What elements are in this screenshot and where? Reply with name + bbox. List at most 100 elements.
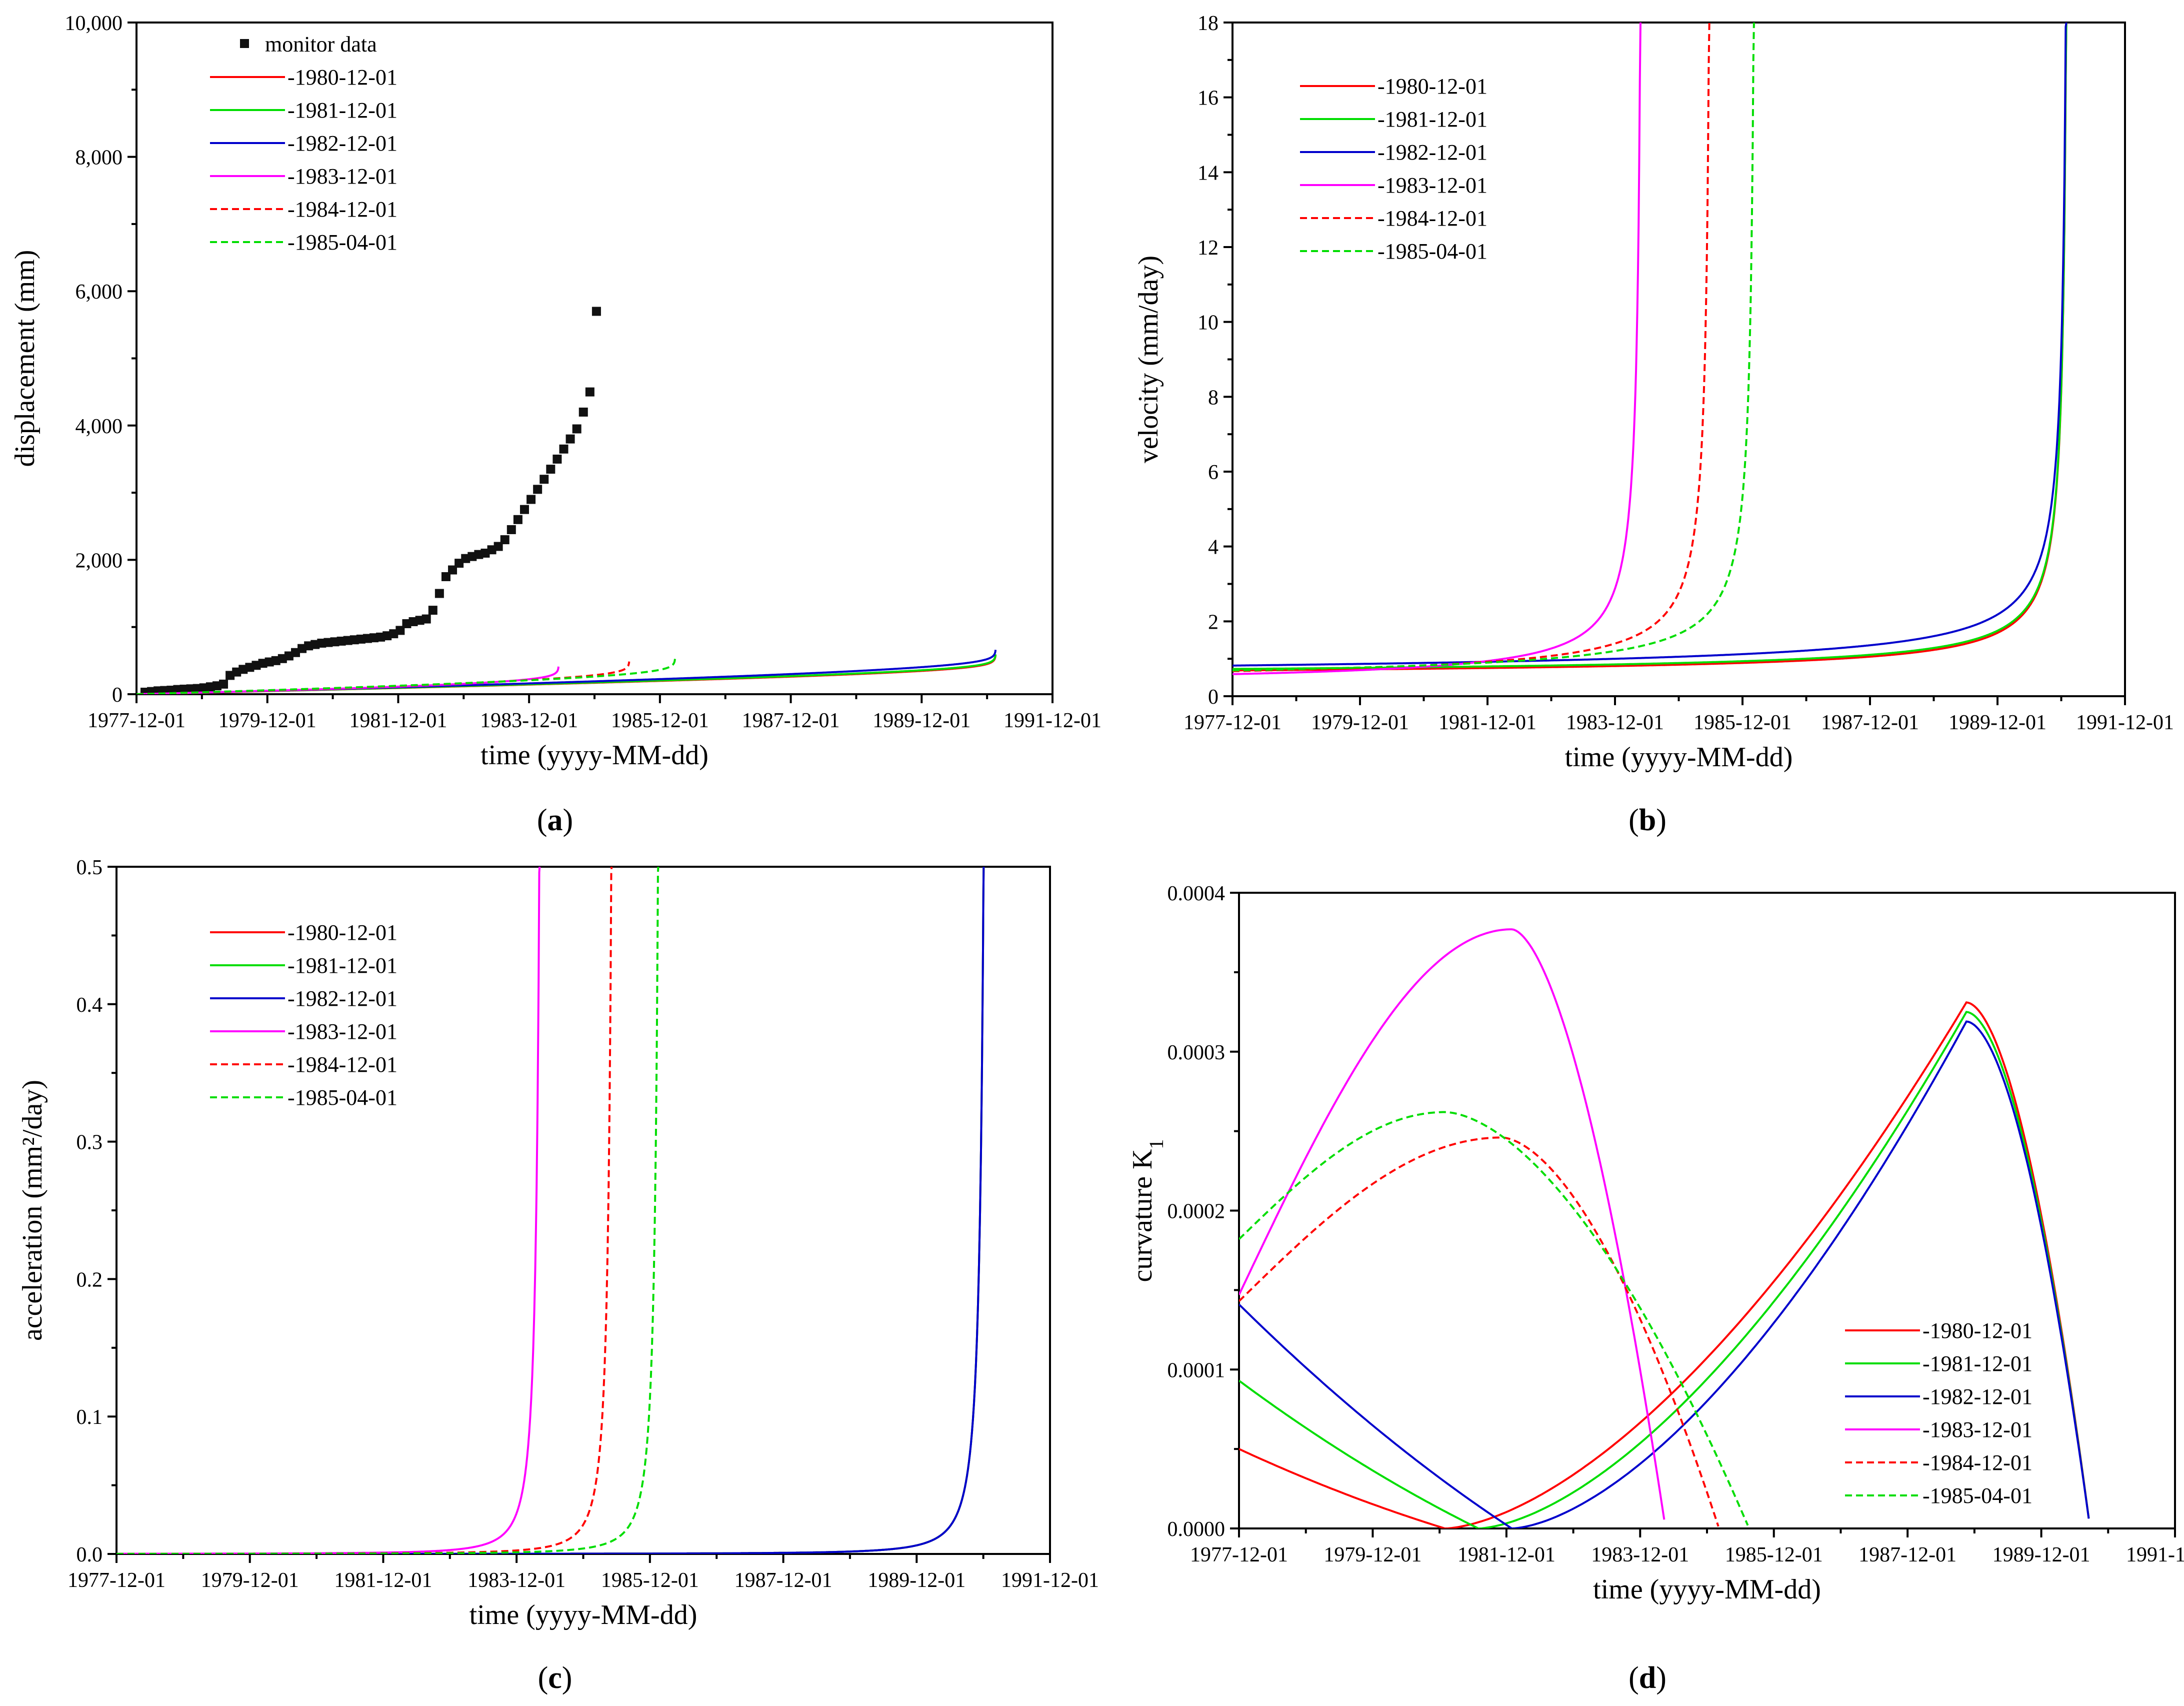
x-tick-label: 1983-12-01	[468, 1569, 566, 1592]
y-tick-label: 2,000	[76, 549, 123, 572]
y-tick-label: 0.0004	[1168, 882, 1226, 905]
plot-frame	[116, 866, 1051, 1555]
y-axis-label: displacement (mm)	[10, 250, 40, 467]
y-tick-label: 0.0003	[1168, 1041, 1226, 1064]
series-line	[116, 866, 660, 1554]
y-axis-label: curvature K1	[1127, 1139, 1168, 1282]
monitor-data-point	[422, 614, 431, 624]
legend-label: -1981-12-01	[1378, 107, 1488, 132]
panel-caption-c: (c)	[538, 1661, 572, 1695]
monitor-data-point	[546, 465, 556, 474]
monitor-data-point	[533, 485, 542, 494]
series-group	[116, 866, 985, 1554]
legend-label: -1981-12-01	[288, 98, 398, 123]
monitor-data-point	[572, 424, 582, 434]
panel-d-curvature: 1977-12-01 1979-12-01 1981-12-01 1983-12-01…	[1127, 882, 2184, 1605]
series-line	[116, 866, 985, 1554]
x-tick-label: 1991-12-01	[1001, 1569, 1099, 1592]
legend-label: -1985-04-01	[1922, 1483, 2032, 1508]
x-tick-label: 1987-12-01	[734, 1569, 832, 1592]
monitor-data-point	[513, 515, 522, 524]
y-tick-label: 14	[1198, 162, 1218, 185]
series-line	[116, 866, 985, 1554]
series-line	[1239, 1011, 2090, 1528]
x-tick-label: 1987-12-01	[1821, 711, 1919, 734]
monitor-data-point	[552, 454, 562, 464]
y-tick-label: 8,000	[76, 147, 123, 170]
legend-label: -1981-12-01	[1922, 1351, 2032, 1376]
monitor-data-point	[506, 525, 516, 534]
x-axis-label: time (yyyy-MM-dd)	[480, 740, 708, 771]
legend-label: -1982-12-01	[1378, 140, 1488, 165]
y-axis-label: acceleration (mm²/day)	[17, 1080, 48, 1341]
series-group	[1232, 22, 2068, 675]
monitor-data-point	[520, 505, 529, 514]
x-tick-label: 1989-12-01	[1992, 1543, 2090, 1566]
series-line	[1239, 1020, 2090, 1528]
legend-label: -1981-12-01	[288, 953, 398, 978]
legend-label: -1984-12-01	[288, 1052, 398, 1077]
y-tick-label: 0.1	[76, 1406, 103, 1429]
plot-frame	[1232, 22, 2126, 697]
series-line	[1239, 1111, 1749, 1526]
monitor-data-point	[585, 387, 594, 397]
y-tick-label: 0.4	[76, 994, 103, 1017]
monitor-data-point	[566, 434, 575, 444]
x-tick-label: 1979-12-01	[201, 1569, 299, 1592]
legend-label: -1983-12-01	[1922, 1417, 2032, 1442]
monitor-data-point	[592, 307, 601, 316]
x-tick-label: 1979-12-01	[1311, 711, 1409, 734]
legend-label: -1984-12-01	[1922, 1450, 2032, 1475]
legend-label: -1982-12-01	[288, 986, 398, 1011]
monitor-data-point	[540, 475, 549, 484]
y-tick-label: 8	[1208, 386, 1218, 409]
legend-label: -1984-12-01	[288, 197, 398, 222]
x-tick-label: 1983-12-01	[1591, 1543, 1689, 1566]
legend-label: -1983-12-01	[288, 164, 398, 189]
y-tick-label: 0.0002	[1168, 1200, 1226, 1223]
y-axis-label: velocity (mm/day)	[1133, 256, 1164, 463]
series-group	[1239, 928, 2090, 1528]
legend-label: monitor data	[265, 32, 377, 57]
y-tick-label: 0.5	[76, 856, 103, 879]
series-line	[1232, 22, 2068, 667]
y-tick-label: 18	[1198, 12, 1218, 35]
x-tick-label: 1991-12-01	[2076, 711, 2174, 734]
y-tick-label: 0.0001	[1168, 1359, 1226, 1382]
monitor-data-point	[428, 606, 438, 615]
y-axis-label-subscript: 1	[1145, 1139, 1168, 1149]
x-tick-label: 1989-12-01	[1948, 711, 2046, 734]
legend-label: -1982-12-01	[288, 131, 398, 156]
x-tick-label: 1979-12-01	[1324, 1543, 1422, 1566]
x-tick-label: 1991-12-01	[2126, 1543, 2184, 1566]
y-tick-label: 0	[1208, 686, 1218, 709]
x-tick-label: 1989-12-01	[868, 1569, 966, 1592]
legend-label: -1980-12-01	[1378, 74, 1488, 99]
y-tick-label: 4,000	[76, 415, 123, 438]
x-tick-label: 1977-12-01	[88, 709, 186, 732]
x-tick-label: 1977-12-01	[1190, 1543, 1288, 1566]
legend-label: -1980-12-01	[288, 920, 398, 945]
monitor-data-point	[219, 679, 228, 689]
x-tick-label: 1983-12-01	[1566, 711, 1664, 734]
legend-label: -1985-04-01	[288, 230, 398, 255]
x-axis-label: time (yyyy-MM-dd)	[470, 1599, 698, 1630]
x-tick-label: 1985-12-01	[601, 1569, 699, 1592]
series-group	[136, 307, 997, 694]
series-line	[1232, 22, 2068, 670]
y-tick-label: 10,000	[65, 12, 123, 35]
legend-label: -1980-12-01	[288, 65, 398, 90]
y-tick-label: 12	[1198, 237, 1218, 260]
plot-frame	[136, 22, 1054, 695]
monitor-data-point	[578, 407, 588, 417]
x-tick-label: 1977-12-01	[1184, 711, 1282, 734]
x-tick-label: 1985-12-01	[1725, 1543, 1823, 1566]
y-tick-label: 0	[112, 684, 122, 707]
x-axis-label: time (yyyy-MM-dd)	[1565, 742, 1793, 773]
legend-label: -1984-12-01	[1378, 206, 1488, 231]
series-line	[1239, 1136, 1720, 1527]
legend-marker	[240, 39, 249, 48]
x-tick-label: 1981-12-01	[1458, 1543, 1556, 1566]
legend-label: -1983-12-01	[1378, 173, 1488, 198]
panel-caption-d: (d)	[1628, 1661, 1666, 1695]
